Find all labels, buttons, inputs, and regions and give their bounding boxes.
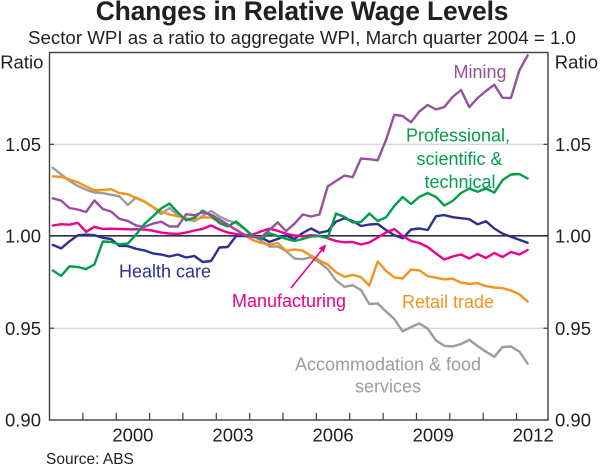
- svg-text:1.00: 1.00: [5, 226, 41, 247]
- svg-text:Mining: Mining: [453, 62, 506, 82]
- svg-text:technical: technical: [424, 172, 495, 192]
- svg-text:Manufacturing: Manufacturing: [232, 291, 346, 311]
- svg-text:Changes in Relative Wage Level: Changes in Relative Wage Levels: [96, 0, 509, 26]
- svg-text:scientific &: scientific &: [416, 149, 502, 169]
- svg-text:Professional,: Professional,: [406, 126, 510, 146]
- svg-text:2006: 2006: [313, 425, 354, 446]
- svg-text:2003: 2003: [212, 425, 253, 446]
- svg-text:Sector WPI as a ratio to aggre: Sector WPI as a ratio to aggregate WPI, …: [28, 27, 576, 48]
- svg-text:0.95: 0.95: [5, 318, 41, 339]
- svg-text:Health care: Health care: [119, 262, 211, 282]
- svg-text:0.90: 0.90: [5, 410, 41, 431]
- svg-text:1.05: 1.05: [555, 134, 591, 155]
- svg-text:1.05: 1.05: [5, 134, 41, 155]
- svg-text:services: services: [355, 377, 421, 397]
- svg-text:Ratio: Ratio: [0, 52, 43, 73]
- svg-text:2009: 2009: [413, 425, 454, 446]
- svg-text:Ratio: Ratio: [555, 52, 598, 73]
- svg-text:2000: 2000: [112, 425, 153, 446]
- svg-text:2012: 2012: [513, 425, 554, 446]
- svg-text:Retail trade: Retail trade: [402, 292, 494, 312]
- svg-text:0.90: 0.90: [555, 410, 591, 431]
- svg-text:Accommodation & food: Accommodation & food: [295, 355, 481, 375]
- svg-text:1.00: 1.00: [555, 226, 591, 247]
- svg-text:0.95: 0.95: [555, 318, 591, 339]
- svg-text:Source: ABS: Source: ABS: [46, 451, 134, 467]
